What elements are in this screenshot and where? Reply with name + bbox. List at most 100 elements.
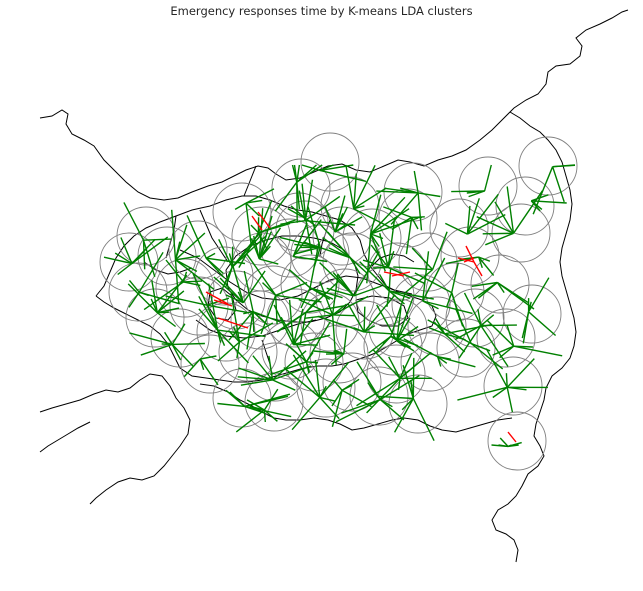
response-line-231 <box>422 300 473 315</box>
response-line-357 <box>270 361 307 376</box>
response-line-358 <box>285 343 307 363</box>
response-line-62 <box>512 190 544 234</box>
response-line-254 <box>198 308 219 331</box>
cluster-circle-39 <box>502 284 562 344</box>
response-line-283 <box>317 315 365 333</box>
response-line-271 <box>305 280 340 313</box>
response-line-415 <box>507 444 519 448</box>
response-line-287 <box>363 325 376 333</box>
response-line-163 <box>307 206 321 248</box>
response-line-21 <box>376 190 419 194</box>
response-line-352 <box>268 355 274 381</box>
response-line-342 <box>403 338 438 358</box>
response-line-32 <box>345 164 355 209</box>
response-line-377 <box>263 388 279 411</box>
response-line-115 <box>478 256 495 276</box>
response-line-76 <box>117 262 133 276</box>
response-line-199 <box>228 253 244 303</box>
response-line-389 <box>341 398 381 414</box>
response-line-4 <box>296 164 301 183</box>
response-line-119 <box>431 231 448 270</box>
response-line-30 <box>353 205 365 210</box>
cluster-circle-46 <box>335 300 395 360</box>
response-line-40 <box>123 202 145 241</box>
response-line-71 <box>174 224 188 261</box>
response-line-201 <box>225 294 244 304</box>
response-line-179 <box>446 292 453 308</box>
response-line-260 <box>243 310 254 315</box>
response-line-41 <box>234 202 247 211</box>
response-line-31 <box>353 173 357 209</box>
response-line-324 <box>292 318 314 346</box>
response-line-81 <box>205 252 216 259</box>
response-line-24 <box>400 187 419 194</box>
response-line-105 <box>369 194 382 235</box>
response-line-112 <box>370 196 406 235</box>
response-line-237 <box>521 311 530 339</box>
response-line-169 <box>349 257 361 274</box>
slow-response-line-6 <box>391 271 411 277</box>
response-line-145 <box>218 238 233 268</box>
response-line-252 <box>129 332 173 346</box>
response-line-78 <box>131 236 169 265</box>
slow-response-line-4 <box>217 317 249 329</box>
response-line-11 <box>291 164 298 183</box>
boundary-line-4 <box>199 383 513 433</box>
response-line-257 <box>208 283 219 331</box>
response-line-28 <box>353 164 376 210</box>
response-line-294 <box>390 294 406 337</box>
response-line-259 <box>246 311 254 350</box>
response-line-185 <box>127 283 158 314</box>
response-line-297 <box>444 333 466 353</box>
response-line-274 <box>331 314 337 366</box>
response-line-347 <box>238 367 273 381</box>
response-line-417 <box>397 378 401 390</box>
response-line-45 <box>245 202 260 217</box>
response-line-300 <box>444 324 492 335</box>
response-line-143 <box>225 266 233 288</box>
response-line-247 <box>171 344 182 361</box>
response-line-227 <box>359 261 390 292</box>
cluster-circle-35 <box>280 254 340 314</box>
response-line-307 <box>513 345 563 357</box>
response-line-157 <box>292 219 322 257</box>
cluster-circle-66 <box>487 411 547 471</box>
response-line-407 <box>492 386 508 399</box>
response-line-349 <box>240 379 273 386</box>
response-line-328 <box>343 328 348 354</box>
response-line-265 <box>252 311 255 332</box>
response-line-239 <box>480 325 509 367</box>
response-line-246 <box>164 331 173 345</box>
response-line-378 <box>263 409 278 422</box>
response-line-400 <box>410 379 414 399</box>
response-line-235 <box>528 311 557 337</box>
response-line-206 <box>275 281 308 296</box>
response-line-43 <box>245 199 263 204</box>
cluster-circle-55 <box>363 316 423 376</box>
response-line-19 <box>468 190 485 198</box>
response-line-63 <box>485 232 514 246</box>
response-line-374 <box>249 405 265 411</box>
response-line-354 <box>280 316 308 363</box>
response-line-288 <box>363 306 366 332</box>
response-line-70 <box>175 259 215 290</box>
response-line-424 <box>280 220 306 225</box>
response-line-367 <box>244 405 292 418</box>
response-line-189 <box>156 312 177 328</box>
response-line-285 <box>347 302 365 333</box>
response-line-410 <box>499 437 509 447</box>
response-line-39 <box>143 238 172 241</box>
response-line-29 <box>353 187 387 210</box>
response-line-258 <box>198 295 219 331</box>
response-line-229 <box>422 251 430 302</box>
response-line-104 <box>334 206 349 233</box>
response-line-318 <box>230 293 241 343</box>
slow-response-line-0 <box>257 211 271 229</box>
response-line-401 <box>401 398 414 411</box>
boundary-line-12 <box>195 319 317 339</box>
response-line-334 <box>396 340 407 348</box>
response-line-245 <box>140 343 173 356</box>
response-line-36 <box>531 194 549 202</box>
response-line-385 <box>292 354 321 398</box>
response-line-219 <box>353 251 380 297</box>
